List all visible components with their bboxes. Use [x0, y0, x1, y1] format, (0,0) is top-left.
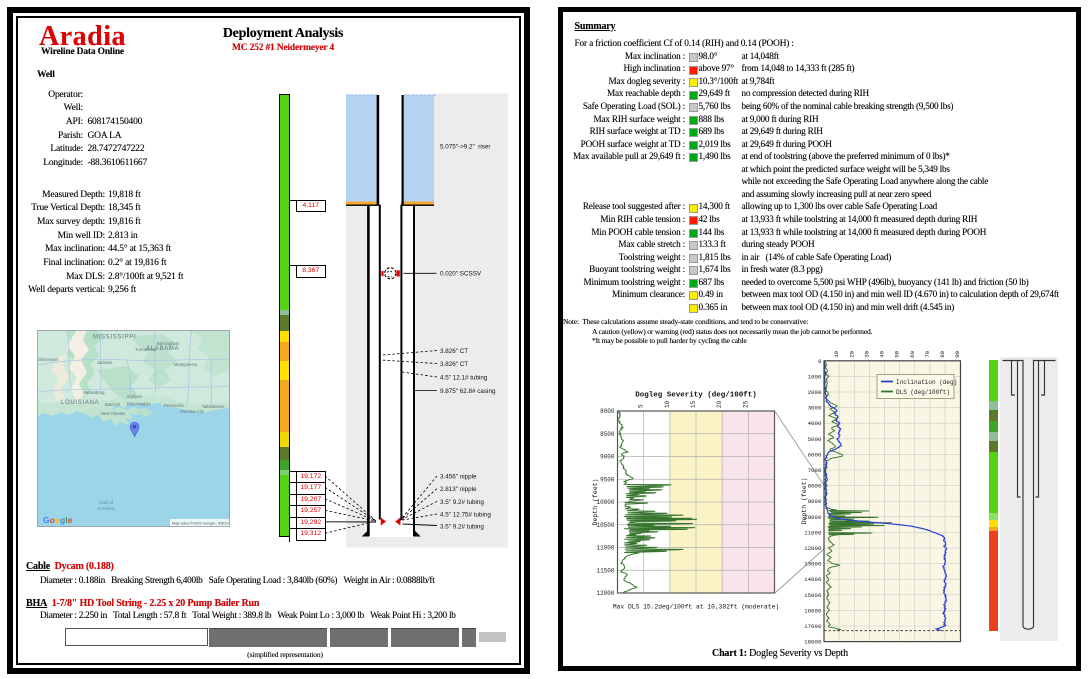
svg-text:America: America — [97, 506, 115, 512]
svg-text:10000: 10000 — [804, 514, 822, 521]
svg-text:9.875" 62.8# casing: 9.875" 62.8# casing — [440, 388, 496, 395]
svg-text:3.5" 9.2# tubing: 3.5" 9.2# tubing — [440, 524, 484, 531]
svg-text:Hattiesburg: Hattiesburg — [83, 390, 105, 395]
svg-text:Jackson: Jackson — [97, 360, 113, 365]
svg-text:70: 70 — [924, 350, 931, 357]
svg-text:11000: 11000 — [804, 529, 822, 536]
svg-text:17000: 17000 — [804, 623, 822, 630]
svg-text:Baton R.: Baton R. — [105, 402, 121, 407]
svg-text:3.826" CT: 3.826" CT — [440, 348, 468, 355]
svg-text:3.5" 9.2# tubing: 3.5" 9.2# tubing — [440, 499, 484, 506]
svg-text:9500: 9500 — [600, 476, 615, 483]
svg-text:Biloxi•Mobile: Biloxi•Mobile — [127, 402, 151, 407]
svg-text:11500: 11500 — [596, 567, 614, 574]
svg-text:Gulf of: Gulf of — [99, 500, 114, 506]
svg-text:5: 5 — [638, 404, 645, 408]
svg-text:3000: 3000 — [808, 405, 822, 412]
svg-text:11000: 11000 — [596, 545, 614, 552]
svg-text:MISSISSIPPI: MISSISSIPPI — [93, 335, 136, 341]
svg-text:12000: 12000 — [596, 590, 614, 597]
svg-text:Montgomery: Montgomery — [174, 362, 198, 367]
svg-text:Shreveport: Shreveport — [38, 357, 59, 362]
svg-text:60: 60 — [909, 350, 916, 357]
svg-text:Tuscaloosa: Tuscaloosa — [135, 347, 157, 352]
svg-text:9000: 9000 — [600, 454, 615, 461]
svg-text:4.5" 12.75# tubing: 4.5" 12.75# tubing — [440, 512, 491, 519]
svg-text:Panama City: Panama City — [180, 409, 205, 414]
svg-text:Depth (feet): Depth (feet) — [592, 479, 599, 526]
svg-text:14000: 14000 — [804, 576, 822, 583]
svg-text:New Orleans: New Orleans — [101, 411, 125, 416]
svg-text:80: 80 — [939, 350, 946, 357]
svg-text:Dogleg Severity (deg/100ft): Dogleg Severity (deg/100ft) — [635, 392, 757, 400]
svg-text:7000: 7000 — [808, 467, 822, 474]
svg-text:13000: 13000 — [804, 561, 822, 568]
svg-text:8000: 8000 — [600, 408, 615, 415]
svg-text:8500: 8500 — [600, 431, 615, 438]
svg-text:50: 50 — [894, 350, 901, 357]
svg-text:Tallahassee: Tallahassee — [202, 404, 225, 409]
svg-text:Inclination (deg): Inclination (deg) — [896, 379, 957, 386]
svg-text:5000: 5000 — [808, 436, 822, 443]
svg-text:40: 40 — [879, 350, 886, 357]
svg-text:30: 30 — [863, 350, 870, 357]
svg-text:12000: 12000 — [804, 545, 822, 552]
svg-text:15: 15 — [690, 400, 697, 408]
svg-text:4000: 4000 — [808, 420, 822, 427]
svg-text:Pensacola: Pensacola — [164, 403, 184, 408]
svg-text:9000: 9000 — [808, 498, 822, 505]
svg-text:20: 20 — [716, 400, 723, 408]
svg-text:10: 10 — [664, 400, 671, 408]
svg-text:3.456" nipple: 3.456" nipple — [440, 474, 477, 481]
svg-text:Gulfport: Gulfport — [127, 394, 143, 399]
svg-text:Depth (feet): Depth (feet) — [801, 478, 808, 525]
svg-text:3.826" CT: 3.826" CT — [440, 361, 468, 368]
svg-text:8000: 8000 — [808, 483, 822, 490]
svg-text:1000: 1000 — [808, 373, 822, 380]
svg-text:2000: 2000 — [808, 389, 822, 396]
svg-text:Google: Google — [43, 515, 73, 525]
svg-text:LOUISIANA: LOUISIANA — [61, 400, 99, 406]
svg-text:20: 20 — [848, 350, 855, 357]
svg-text:10500: 10500 — [596, 522, 614, 529]
svg-text:16000: 16000 — [804, 607, 822, 614]
svg-text:18000: 18000 — [804, 639, 822, 646]
svg-text:ALABAMA: ALABAMA — [146, 346, 179, 352]
svg-text:5.075"->9.2" riser: 5.075"->9.2" riser — [440, 144, 491, 151]
svg-text:2.813" nipple: 2.813" nipple — [440, 486, 477, 493]
svg-text:15000: 15000 — [804, 592, 822, 599]
svg-text:25: 25 — [742, 400, 749, 408]
svg-text:10: 10 — [833, 350, 840, 357]
svg-text:4.5" 12.1# tubing: 4.5" 12.1# tubing — [440, 375, 488, 382]
svg-text:0: 0 — [818, 358, 822, 365]
svg-text:Birmingham: Birmingham — [157, 341, 180, 346]
svg-text:DLS (deg/100ft): DLS (deg/100ft) — [896, 389, 950, 396]
svg-text:6000: 6000 — [808, 451, 822, 458]
svg-text:10000: 10000 — [596, 499, 614, 506]
svg-text:90: 90 — [954, 350, 961, 357]
svg-text:Map data ©2025 Google, INEGI: Map data ©2025 Google, INEGI — [172, 521, 229, 526]
svg-text:Max DLS 15.2deg/100ft at 10,38: Max DLS 15.2deg/100ft at 10,382ft (moder… — [613, 604, 779, 611]
svg-text:0.020" SCSSV: 0.020" SCSSV — [440, 271, 482, 278]
